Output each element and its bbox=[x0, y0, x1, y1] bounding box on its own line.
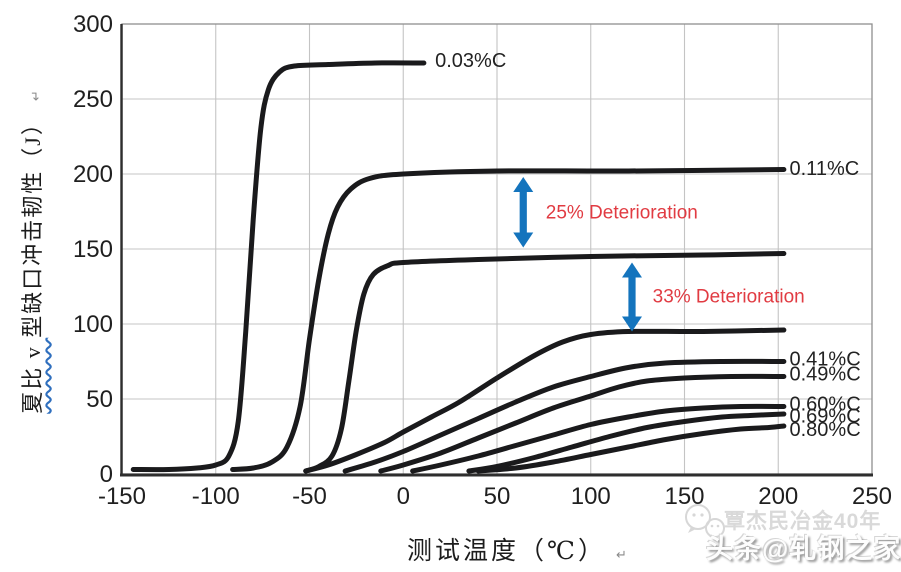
curve-label-1: 0.11%C bbox=[790, 158, 860, 180]
x-tick-label: 100 bbox=[571, 483, 611, 510]
wechat-bubbles-icon bbox=[685, 504, 725, 538]
x-tick-label: -150 bbox=[98, 483, 146, 510]
x-tick-label: 0 bbox=[397, 483, 410, 510]
x-axis-title-text: 测试温度（℃） bbox=[407, 538, 606, 565]
x-tick-label: 50 bbox=[484, 483, 511, 510]
y-tick-label: 100 bbox=[73, 311, 113, 338]
annotation-text-1: 33% Deterioration bbox=[653, 287, 805, 308]
return-mark-icon: ↵ bbox=[29, 90, 44, 102]
curve-label-4: 0.41%C bbox=[790, 349, 861, 371]
y-axis-title-rest: 型缺口冲击韧性（J） bbox=[20, 111, 45, 338]
x-tick-label: -100 bbox=[192, 483, 240, 510]
x-axis-title: 测试温度（℃） ↵ bbox=[407, 531, 627, 567]
watermark-toutiao-text: 头条@轧钢之家 bbox=[706, 534, 901, 564]
y-tick-label: 200 bbox=[73, 161, 113, 188]
curve-series-6 bbox=[410, 403, 787, 474]
y-tick-label: 50 bbox=[86, 386, 113, 413]
curve-series-1 bbox=[230, 167, 787, 472]
curve-series-8 bbox=[475, 423, 787, 474]
curve-series-4 bbox=[342, 358, 787, 474]
curve-label-5: 0.49%C bbox=[790, 364, 861, 386]
curve-series-2 bbox=[303, 251, 787, 474]
curve-label-6: 0.60%C bbox=[790, 394, 861, 416]
y-axis-title-wavy-part: 夏比 v bbox=[20, 337, 45, 414]
y-tick-label: 250 bbox=[73, 86, 113, 113]
curve-series-0 bbox=[130, 60, 427, 473]
x-tick-label: 250 bbox=[852, 483, 892, 510]
curve-label-0: 0.03%C bbox=[435, 50, 506, 72]
curve-series-7 bbox=[466, 411, 787, 474]
return-mark-icon: ↵ bbox=[615, 548, 627, 563]
y-tick-label: 0 bbox=[100, 461, 113, 488]
y-tick-label: 300 bbox=[73, 11, 113, 38]
deterioration-arrow-1 bbox=[622, 262, 642, 332]
curve-label-8: 0.80%C bbox=[790, 419, 861, 441]
curve-series-5 bbox=[378, 373, 787, 474]
x-tick-label: -50 bbox=[292, 483, 327, 510]
y-tick-label: 150 bbox=[73, 236, 113, 263]
x-tick-label: 200 bbox=[758, 483, 798, 510]
curve-label-7: 0.69%C bbox=[790, 406, 861, 428]
deterioration-arrow-0 bbox=[513, 177, 534, 248]
annotation-text-0: 25% Deterioration bbox=[546, 203, 698, 224]
curve-series-3 bbox=[303, 327, 787, 474]
watermark-gray-text: 覃杰民冶金40年 bbox=[724, 510, 882, 533]
y-axis-title: 夏比 v 型缺口冲击韧性（J） ↵ bbox=[15, 90, 47, 413]
